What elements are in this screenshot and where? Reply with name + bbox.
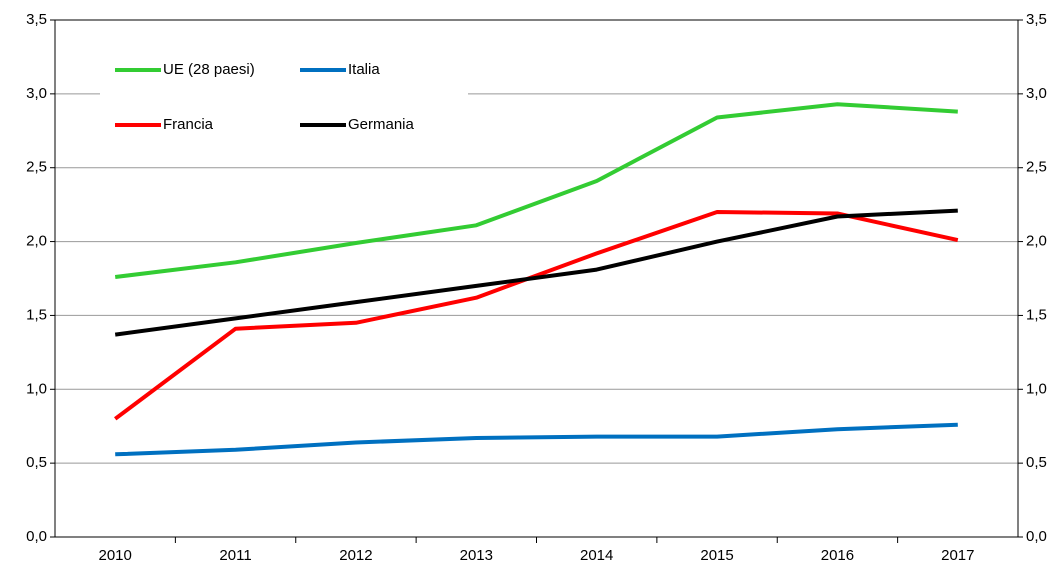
y-tick-label: 3,0 <box>26 85 47 102</box>
y-tick-label: 1,5 <box>26 306 47 323</box>
lines <box>114 102 959 457</box>
x-tick-label: 2010 <box>99 547 132 564</box>
axes: 0,0 0,0 0,5 0,5 1,0 1,0 1,5 1,5 2,0 2,0 2,5 2,5 3,0 3… <box>26 11 1047 564</box>
y-tick-label: 3,5 <box>26 11 47 28</box>
series-line <box>114 102 958 279</box>
y-tick-label: 0,0 <box>26 528 47 545</box>
x-tick-label: 2012 <box>339 547 372 564</box>
y2-tick-label: 3,5 <box>1026 11 1047 28</box>
y2-tick-label: 2,5 <box>1026 159 1047 176</box>
legend-label: Francia <box>163 116 214 133</box>
y2-tick-label: 1,5 <box>1026 306 1047 323</box>
y2-tick-label: 3,0 <box>1026 85 1047 102</box>
x-tick-label: 2013 <box>460 547 493 564</box>
y-tick-label: 2,5 <box>26 159 47 176</box>
legend-box <box>100 50 468 145</box>
x-tick-label: 2017 <box>941 547 974 564</box>
x-tick-label: 2011 <box>219 547 251 564</box>
y-tick-label: 0,5 <box>26 454 47 471</box>
legend-label: Italia <box>348 61 380 78</box>
series-line <box>114 208 958 337</box>
x-tick-label: 2016 <box>821 547 854 564</box>
legend: UE (28 paesi) Italia Francia Germania <box>100 50 468 145</box>
series-line <box>114 210 959 421</box>
y2-tick-label: 0,0 <box>1026 528 1047 545</box>
x-tick-label: 2014 <box>580 547 613 564</box>
y2-tick-label: 0,5 <box>1026 454 1047 471</box>
series-line <box>115 422 958 457</box>
y-tick-label: 1,0 <box>26 380 47 397</box>
y2-tick-label: 2,0 <box>1026 233 1047 250</box>
legend-label: Germania <box>348 116 415 133</box>
legend-label: UE (28 paesi) <box>163 61 255 78</box>
y-tick-label: 2,0 <box>26 233 47 250</box>
x-tick-label: 2015 <box>700 547 733 564</box>
y2-tick-label: 1,0 <box>1026 380 1047 397</box>
